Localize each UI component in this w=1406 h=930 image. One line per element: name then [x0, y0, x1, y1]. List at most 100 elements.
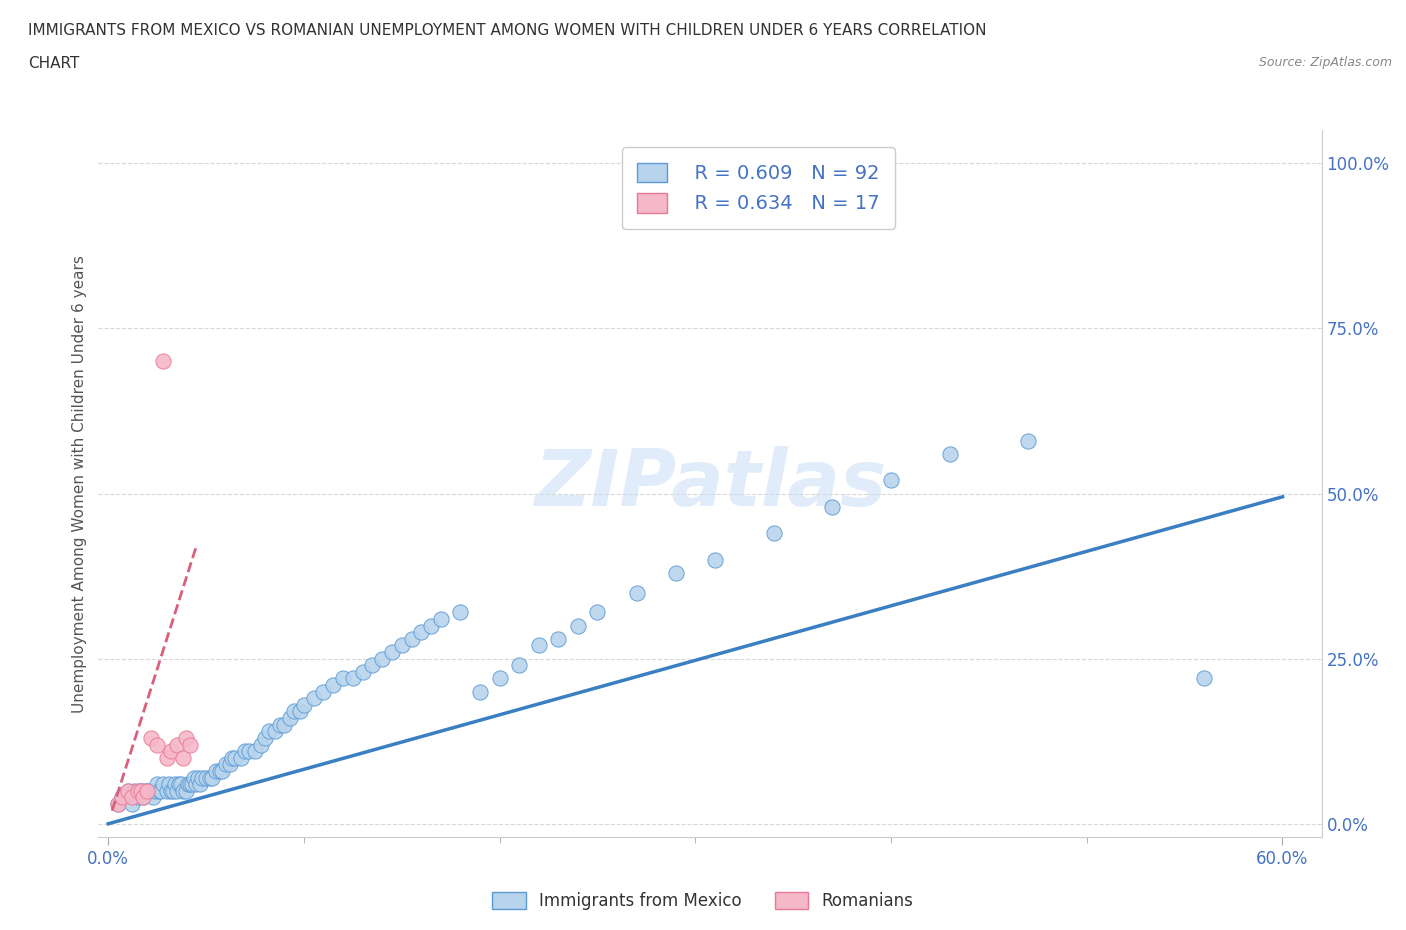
- Point: [450, 605, 472, 620]
- Point: [283, 704, 305, 719]
- Point: [181, 777, 204, 791]
- Y-axis label: Unemployment Among Women with Children Under 6 years: Unemployment Among Women with Children U…: [72, 255, 87, 712]
- Point: [821, 499, 844, 514]
- Point: [626, 585, 648, 600]
- Point: [312, 684, 335, 699]
- Text: ZIPatlas: ZIPatlas: [534, 445, 886, 522]
- Point: [214, 757, 236, 772]
- Point: [169, 777, 191, 791]
- Point: [156, 783, 179, 798]
- Point: [172, 751, 194, 765]
- Point: [302, 691, 325, 706]
- Point: [332, 671, 354, 686]
- Point: [1192, 671, 1215, 686]
- Point: [205, 764, 228, 778]
- Point: [156, 751, 179, 765]
- Point: [191, 770, 214, 785]
- Point: [488, 671, 510, 686]
- Point: [703, 552, 725, 567]
- Point: [172, 783, 194, 798]
- Point: [278, 711, 301, 725]
- Point: [132, 790, 155, 804]
- Text: IMMIGRANTS FROM MEXICO VS ROMANIAN UNEMPLOYMENT AMONG WOMEN WITH CHILDREN UNDER : IMMIGRANTS FROM MEXICO VS ROMANIAN UNEMP…: [28, 23, 987, 38]
- Point: [665, 565, 688, 580]
- Point: [136, 783, 159, 798]
- Point: [121, 796, 143, 811]
- Point: [107, 796, 129, 811]
- Point: [131, 783, 153, 798]
- Point: [371, 651, 394, 666]
- Point: [143, 783, 166, 798]
- Point: [253, 730, 276, 745]
- Point: [243, 744, 266, 759]
- Point: [134, 783, 156, 798]
- Point: [166, 737, 188, 752]
- Point: [211, 764, 233, 778]
- Point: [187, 770, 209, 785]
- Point: [111, 790, 134, 804]
- Point: [177, 777, 200, 791]
- Point: [163, 777, 186, 791]
- Point: [939, 446, 962, 461]
- Point: [420, 618, 443, 633]
- Point: [269, 717, 291, 732]
- Text: Source: ZipAtlas.com: Source: ZipAtlas.com: [1258, 56, 1392, 69]
- Point: [121, 790, 143, 804]
- Point: [257, 724, 280, 738]
- Point: [166, 783, 188, 798]
- Point: [160, 744, 183, 759]
- Point: [162, 783, 184, 798]
- Point: [136, 783, 159, 798]
- Point: [201, 770, 224, 785]
- Point: [263, 724, 285, 738]
- Point: [107, 796, 129, 811]
- Point: [117, 783, 139, 798]
- Legend:   R = 0.609   N = 92,   R = 0.634   N = 17: R = 0.609 N = 92, R = 0.634 N = 17: [621, 147, 896, 229]
- Point: [342, 671, 364, 686]
- Point: [586, 605, 609, 620]
- Point: [221, 751, 243, 765]
- Point: [288, 704, 311, 719]
- Point: [250, 737, 273, 752]
- Point: [411, 625, 433, 640]
- Point: [322, 678, 344, 693]
- Point: [150, 783, 173, 798]
- Point: [508, 658, 530, 672]
- Point: [762, 525, 785, 540]
- Point: [127, 790, 149, 804]
- Point: [567, 618, 589, 633]
- Point: [233, 744, 256, 759]
- Point: [117, 783, 139, 798]
- Point: [179, 777, 201, 791]
- Point: [146, 737, 169, 752]
- Point: [152, 777, 174, 791]
- Point: [391, 638, 413, 653]
- Legend: Immigrants from Mexico, Romanians: Immigrants from Mexico, Romanians: [485, 885, 921, 917]
- Point: [146, 777, 169, 791]
- Point: [547, 631, 569, 646]
- Point: [1017, 433, 1039, 448]
- Point: [127, 783, 149, 798]
- Point: [141, 730, 163, 745]
- Point: [292, 698, 315, 712]
- Text: CHART: CHART: [28, 56, 80, 71]
- Point: [401, 631, 423, 646]
- Point: [122, 783, 145, 798]
- Point: [195, 770, 218, 785]
- Point: [381, 644, 404, 659]
- Point: [141, 783, 163, 798]
- Point: [198, 770, 221, 785]
- Point: [208, 764, 231, 778]
- Point: [132, 790, 155, 804]
- Point: [352, 664, 374, 679]
- Point: [186, 777, 208, 791]
- Point: [142, 790, 165, 804]
- Point: [361, 658, 384, 672]
- Point: [238, 744, 260, 759]
- Point: [188, 777, 211, 791]
- Point: [183, 770, 205, 785]
- Point: [224, 751, 246, 765]
- Point: [131, 783, 153, 798]
- Point: [176, 730, 198, 745]
- Point: [527, 638, 550, 653]
